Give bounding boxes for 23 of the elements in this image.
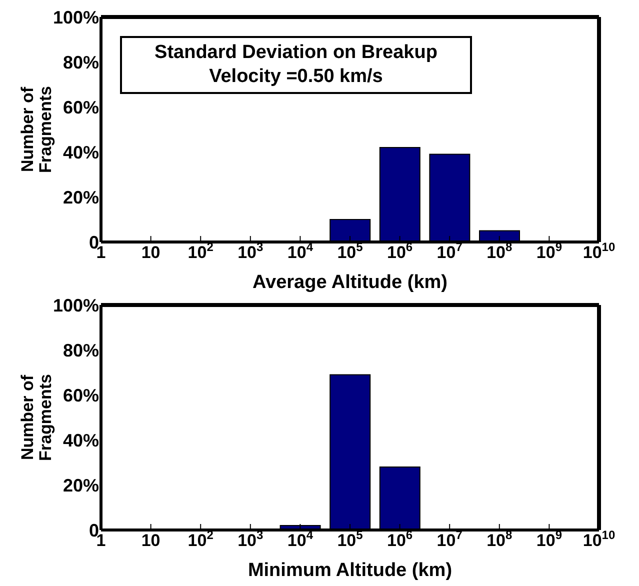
y-tick-label: 80% bbox=[62, 340, 99, 360]
y-tick-label: 20% bbox=[62, 187, 99, 208]
x-axis-title: Average Altitude (km) bbox=[252, 272, 448, 293]
y-tick-label: 80% bbox=[62, 52, 99, 72]
x-axis-title: Minimum Altitude (km) bbox=[248, 560, 452, 581]
y-tick-label: 100% bbox=[52, 7, 99, 28]
x-tick-label: 10$^{10}$ bbox=[582, 240, 616, 262]
x-tick-label: 10$^{4}$ bbox=[287, 240, 314, 262]
x-tick-label: 10 bbox=[141, 531, 160, 550]
y-tick-label: 40% bbox=[62, 430, 99, 450]
y-tick-label: 60% bbox=[62, 385, 99, 406]
note-box: Standard Deviation on Breakup Velocity =0.50 km/s bbox=[120, 36, 472, 94]
x-tick-label: 10$^{10}$ bbox=[582, 528, 616, 550]
y-axis-title: Number of Fragments bbox=[18, 374, 55, 461]
y-tick-label: 40% bbox=[62, 142, 99, 162]
y-axis-title: Number of Fragments bbox=[18, 86, 55, 173]
y-tick-label: 0 bbox=[88, 520, 99, 540]
y-tick-label: 0 bbox=[88, 232, 99, 252]
y-tick-label: 100% bbox=[52, 295, 99, 316]
x-tick-label: 10$^{4}$ bbox=[287, 528, 314, 550]
y-tick-label: 20% bbox=[62, 475, 99, 496]
y-tick-label: 60% bbox=[62, 97, 99, 118]
x-tick-label: 10 bbox=[141, 243, 160, 262]
